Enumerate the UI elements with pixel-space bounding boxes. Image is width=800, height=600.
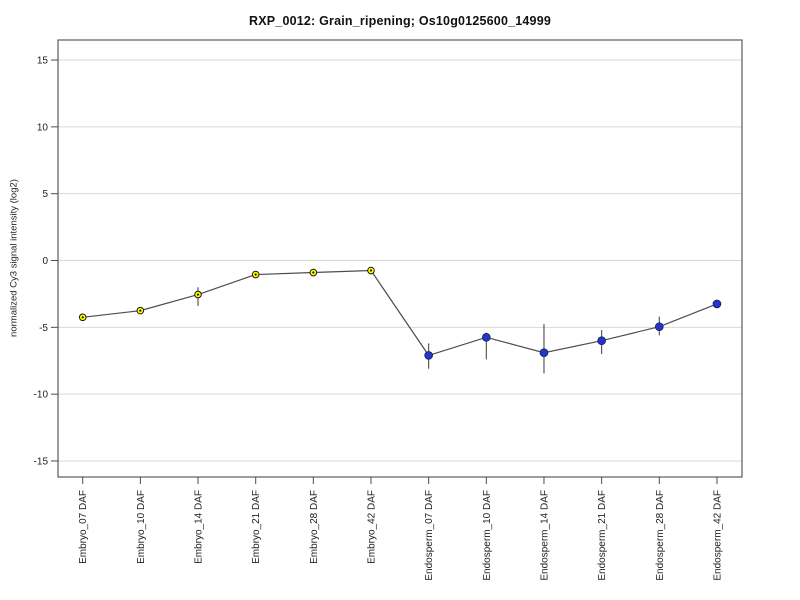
y-axis-ticks: [51, 59, 58, 462]
plot-border: [57, 39, 743, 478]
x-tick-label: Endosperm_10 DAF: [482, 490, 493, 581]
data-line: [82, 269, 718, 357]
endosperm-point-marker: [712, 299, 722, 309]
y-axis-tick-labels: 15 10 5 0 -5 -10 -15: [34, 56, 49, 468]
endosperm-point-marker: [597, 336, 606, 345]
x-tick-label: Endosperm_28 DAF: [655, 490, 666, 581]
embryo-point-center-dot: [312, 271, 315, 274]
x-tick-label: Embryo_14 DAF: [194, 490, 205, 564]
y-tick-label: 5: [42, 189, 48, 200]
embryo-point-center-dot: [254, 273, 257, 276]
embryo-point-center-dot: [196, 293, 200, 296]
embryo-point-center-dot: [369, 269, 373, 272]
y-tick-label: -5: [39, 323, 48, 334]
x-axis-ticks: [82, 477, 718, 484]
y-tick-label: 15: [37, 56, 49, 67]
y-tick-label: 0: [42, 256, 48, 267]
x-tick-label: Endosperm_21 DAF: [597, 490, 608, 581]
x-tick-label: Endosperm_42 DAF: [712, 490, 723, 581]
data-points: [78, 266, 722, 360]
embryo-point-center-dot: [139, 309, 142, 312]
endosperm-point-marker: [424, 351, 433, 360]
endosperm-point-marker: [482, 333, 491, 342]
x-tick-label: Embryo_28 DAF: [309, 490, 320, 564]
embryo-point-center-dot: [81, 316, 84, 319]
endosperm-point-marker: [654, 322, 664, 331]
x-axis-tick-labels: Embryo_07 DAF Embryo_10 DAF Embryo_14 DAF E…: [78, 490, 723, 581]
x-tick-label: Embryo_21 DAF: [251, 490, 262, 564]
x-tick-label: Embryo_07 DAF: [78, 490, 89, 564]
plot-box: [57, 39, 743, 478]
x-tick-label: Embryo_10 DAF: [136, 490, 147, 564]
series-line: [82, 269, 718, 357]
y-tick-label: -15: [34, 456, 49, 467]
chart-title: RXP_0012: Grain_ripening; Os10g0125600_1…: [248, 14, 552, 28]
x-tick-label: Endosperm_14 DAF: [539, 490, 550, 581]
y-tick-label: -10: [34, 390, 49, 401]
x-tick-label: Endosperm_07 DAF: [424, 490, 435, 581]
x-tick-label: Embryo_42 DAF: [367, 490, 378, 564]
gridlines: [58, 59, 742, 462]
error-bars: [197, 287, 660, 374]
y-tick-label: 10: [37, 122, 49, 133]
endosperm-point-marker: [539, 348, 549, 358]
